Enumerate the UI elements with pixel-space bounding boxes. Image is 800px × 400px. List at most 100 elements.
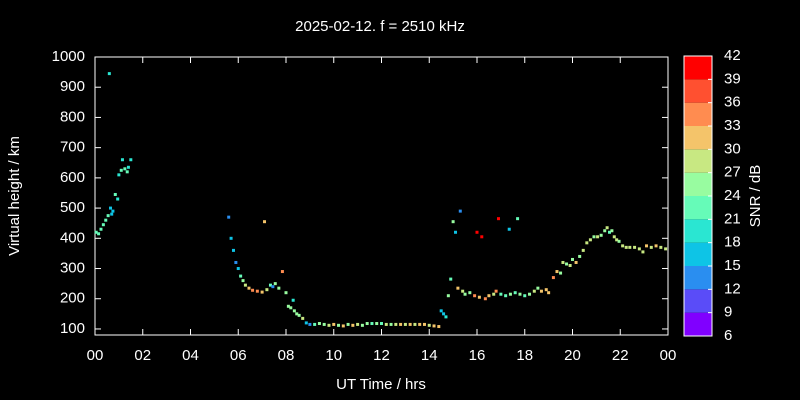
plot-frame [94, 56, 669, 336]
y-axis-label: Virtual height / km [6, 136, 23, 256]
y-tick-label: 400 [60, 229, 85, 246]
data-point [271, 285, 275, 289]
data-point [446, 294, 450, 298]
data-point [637, 247, 641, 251]
data-point [499, 292, 503, 296]
x-tick-label: 00 [660, 347, 677, 364]
data-point [463, 292, 467, 296]
y-tick-label: 200 [60, 290, 85, 307]
data-point [255, 289, 259, 293]
data-point [123, 167, 127, 171]
data-point [473, 294, 477, 298]
data-point [551, 276, 555, 280]
colorbar-tick-label: 18 [724, 234, 741, 251]
data-point [239, 274, 243, 278]
colorbar-tick-label: 12 [724, 280, 741, 297]
data-point [487, 294, 491, 298]
data-point [394, 322, 398, 326]
colorbar-tick-label: 39 [724, 70, 741, 87]
data-point [649, 245, 653, 249]
data-point [547, 291, 551, 295]
colorbar-band [684, 56, 712, 80]
data-point [603, 229, 607, 233]
data-point [596, 235, 600, 239]
data-point [578, 254, 582, 258]
x-tick-label: 08 [278, 347, 295, 364]
colorbar-tick-label: 21 [724, 210, 741, 227]
data-point [308, 322, 312, 326]
data-point [418, 322, 422, 326]
colorbar-band [684, 149, 712, 173]
data-point [110, 212, 114, 216]
data-point [365, 322, 369, 326]
data-point [516, 217, 520, 221]
data-point [360, 323, 364, 327]
data-point [111, 209, 115, 213]
data-point [528, 292, 532, 296]
data-point [356, 322, 360, 326]
data-point [494, 289, 498, 293]
data-point [277, 286, 281, 290]
data-point [317, 322, 321, 326]
data-point [346, 322, 350, 326]
data-point [351, 323, 355, 327]
data-point [99, 227, 103, 231]
data-point [107, 72, 111, 76]
data-point [413, 322, 417, 326]
colorbar-band [684, 126, 712, 150]
data-point [129, 158, 133, 162]
colorbar-band [684, 79, 712, 103]
y-tick-label: 900 [60, 78, 85, 95]
data-point [508, 292, 512, 296]
data-point [370, 322, 374, 326]
x-tick-label: 00 [87, 347, 104, 364]
y-tick-label: 700 [60, 139, 85, 156]
chart-title: 2025-02-12. f = 2510 kHz [295, 18, 465, 35]
data-point [286, 304, 290, 308]
data-point [247, 286, 251, 290]
data-point [610, 229, 614, 233]
y-tick-label: 300 [60, 259, 85, 276]
colorbar-tick-label: 27 [724, 164, 741, 181]
data-point [633, 245, 637, 249]
data-point [295, 312, 299, 316]
data-point [322, 322, 326, 326]
data-point [297, 313, 301, 317]
data-point [539, 289, 543, 293]
colorbar-tick-label: 42 [724, 47, 741, 64]
data-point [439, 309, 443, 313]
x-tick-label: 20 [564, 347, 581, 364]
data-point [120, 158, 124, 162]
data-point [125, 170, 129, 174]
colorbar-band [684, 196, 712, 220]
data-point [280, 270, 284, 274]
data-point [268, 283, 272, 287]
data-point [571, 257, 574, 261]
y-tick-label: 1000 [52, 48, 85, 65]
data-point [612, 235, 616, 239]
data-point [628, 245, 632, 249]
data-point [291, 298, 295, 302]
colorbar-tick-label: 30 [724, 140, 741, 157]
data-point [313, 322, 317, 326]
data-point [504, 294, 508, 298]
data-point [94, 230, 98, 234]
data-point [403, 322, 407, 326]
data-point [565, 262, 569, 266]
data-point [260, 290, 264, 294]
data-point [117, 173, 121, 177]
data-point [284, 291, 288, 295]
data-point [106, 214, 110, 218]
data-point [231, 248, 235, 252]
data-point [615, 238, 619, 242]
colorbar-band [684, 289, 712, 313]
data-point [265, 288, 269, 292]
data-point [451, 220, 455, 224]
x-tick-label: 14 [421, 347, 438, 364]
colorbar-tick-label: 9 [724, 304, 732, 321]
data-point [97, 232, 101, 236]
data-point [337, 323, 341, 327]
data-point [645, 244, 649, 248]
data-point [568, 264, 572, 267]
